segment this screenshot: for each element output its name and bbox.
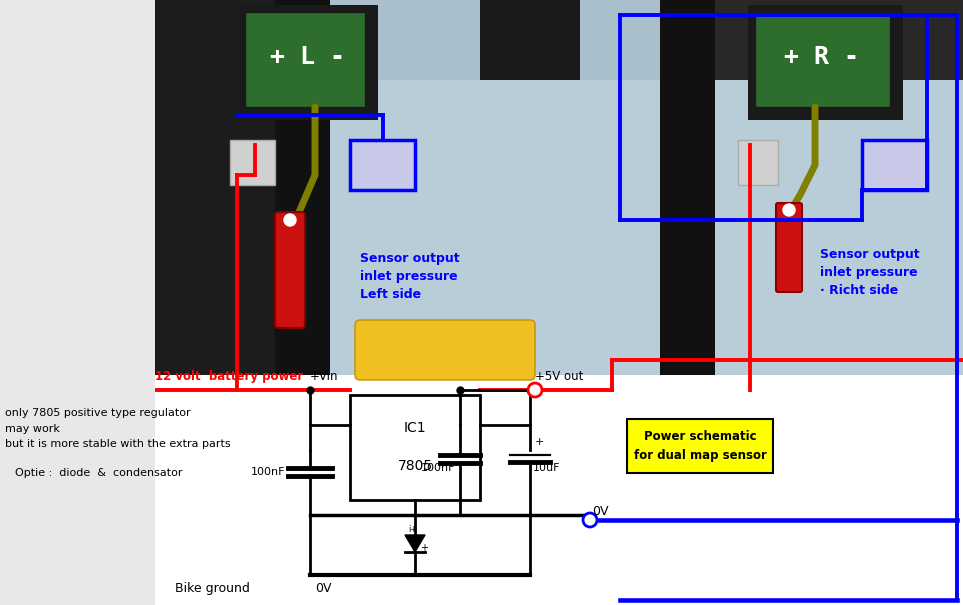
- Bar: [290, 80, 680, 375]
- Bar: [245, 12, 365, 107]
- Text: 100nF: 100nF: [421, 463, 455, 473]
- Text: IC1

7805: IC1 7805: [398, 420, 432, 474]
- Bar: [275, 0, 330, 375]
- Bar: [248, 18, 363, 88]
- Bar: [738, 140, 778, 185]
- Text: 100nF: 100nF: [250, 467, 285, 477]
- Text: + R -: + R -: [785, 45, 860, 69]
- Bar: [0, 0, 155, 605]
- Bar: [350, 140, 415, 190]
- Text: +5V out: +5V out: [535, 370, 584, 383]
- Text: +Vin: +Vin: [310, 370, 339, 383]
- Text: Power schematic
for dual map sensor: Power schematic for dual map sensor: [634, 431, 767, 462]
- Bar: [480, 0, 580, 375]
- Bar: [748, 5, 903, 120]
- Text: Sensor output
inlet pressure
· Richt side: Sensor output inlet pressure · Richt sid…: [820, 248, 920, 297]
- FancyBboxPatch shape: [776, 203, 802, 292]
- Bar: [155, 0, 963, 375]
- Text: only 7805 positive type regulator
may work
but it is more stable with the extra : only 7805 positive type regulator may wo…: [5, 408, 230, 449]
- Text: 0V: 0V: [592, 505, 609, 518]
- Bar: [755, 12, 890, 107]
- Bar: [700, 80, 963, 375]
- Polygon shape: [405, 535, 425, 552]
- Text: Bike ground: Bike ground: [175, 582, 250, 595]
- FancyBboxPatch shape: [275, 212, 305, 328]
- Circle shape: [528, 383, 542, 397]
- Text: +: +: [420, 543, 428, 553]
- Text: 10uF: 10uF: [533, 463, 560, 473]
- Text: 0V: 0V: [315, 582, 331, 595]
- FancyBboxPatch shape: [627, 419, 773, 473]
- Bar: [862, 140, 927, 190]
- Text: +: +: [535, 437, 544, 447]
- Text: i+: i+: [408, 526, 417, 534]
- Bar: [155, 0, 290, 375]
- Bar: [350, 395, 480, 500]
- Circle shape: [583, 513, 597, 527]
- Bar: [230, 140, 275, 185]
- Text: Optie :  diode  &  condensator: Optie : diode & condensator: [15, 468, 183, 478]
- Bar: [660, 0, 715, 375]
- Bar: [700, 0, 963, 375]
- Text: Sensor output
inlet pressure
Left side: Sensor output inlet pressure Left side: [360, 252, 459, 301]
- Text: + L -: + L -: [270, 45, 345, 69]
- FancyBboxPatch shape: [355, 320, 535, 380]
- Circle shape: [783, 204, 795, 216]
- Bar: [238, 5, 378, 120]
- Circle shape: [284, 214, 296, 226]
- Text: 12 volt  battery power: 12 volt battery power: [155, 370, 303, 383]
